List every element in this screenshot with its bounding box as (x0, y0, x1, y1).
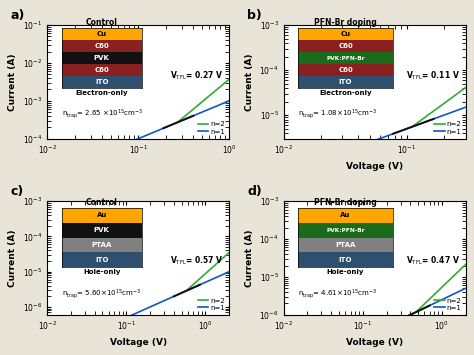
X-axis label: Voltage (V): Voltage (V) (346, 162, 403, 170)
Text: n$_\mathrm{trap}$= 5.60×10$^{15}$cm$^{-3}$: n$_\mathrm{trap}$= 5.60×10$^{15}$cm$^{-3… (62, 288, 141, 301)
Text: Electron-only: Electron-only (75, 90, 128, 96)
Text: V$_{\mathrm{TFL}}$= 0.47 V: V$_{\mathrm{TFL}}$= 0.47 V (406, 254, 460, 267)
Legend: n=2, n=1: n=2, n=1 (433, 121, 462, 135)
Text: c): c) (11, 185, 24, 198)
Text: Hole-only: Hole-only (327, 269, 365, 275)
Text: V$_{\mathrm{TFL}}$= 0.57 V: V$_{\mathrm{TFL}}$= 0.57 V (170, 254, 224, 267)
Y-axis label: Current (A): Current (A) (9, 53, 18, 111)
Text: Control: Control (86, 18, 118, 27)
Text: V$_{\mathrm{TFL}}$= 0.27 V: V$_{\mathrm{TFL}}$= 0.27 V (170, 70, 224, 82)
Text: n$_\mathrm{trap}$= 4.61×10$^{15}$cm$^{-3}$: n$_\mathrm{trap}$= 4.61×10$^{15}$cm$^{-3… (298, 288, 377, 301)
Text: PFN-Br doping: PFN-Br doping (314, 198, 377, 207)
Text: n$_\mathrm{trap}$= 1.08×10$^{15}$cm$^{-3}$: n$_\mathrm{trap}$= 1.08×10$^{15}$cm$^{-3… (298, 107, 377, 121)
Legend: n=2, n=1: n=2, n=1 (197, 121, 226, 135)
Text: Control: Control (86, 198, 118, 207)
Text: d): d) (247, 185, 262, 198)
Text: Electron-only: Electron-only (319, 90, 372, 96)
Y-axis label: Current (A): Current (A) (245, 53, 254, 111)
Legend: n=2, n=1: n=2, n=1 (433, 297, 462, 311)
Text: PFN-Br doping: PFN-Br doping (314, 18, 377, 27)
Text: Hole-only: Hole-only (83, 269, 120, 275)
Y-axis label: Current (A): Current (A) (9, 229, 18, 287)
Text: n$_\mathrm{trap}$= 2.65 ×10$^{15}$cm$^{-3}$: n$_\mathrm{trap}$= 2.65 ×10$^{15}$cm$^{-… (62, 107, 143, 121)
Text: b): b) (247, 9, 262, 22)
X-axis label: Voltage (V): Voltage (V) (109, 338, 167, 347)
Legend: n=2, n=1: n=2, n=1 (197, 297, 226, 311)
Text: a): a) (11, 9, 25, 22)
Y-axis label: Current (A): Current (A) (245, 229, 254, 287)
X-axis label: Voltage (V): Voltage (V) (346, 338, 403, 347)
Text: V$_{\mathrm{TFL}}$= 0.11 V: V$_{\mathrm{TFL}}$= 0.11 V (406, 70, 460, 82)
